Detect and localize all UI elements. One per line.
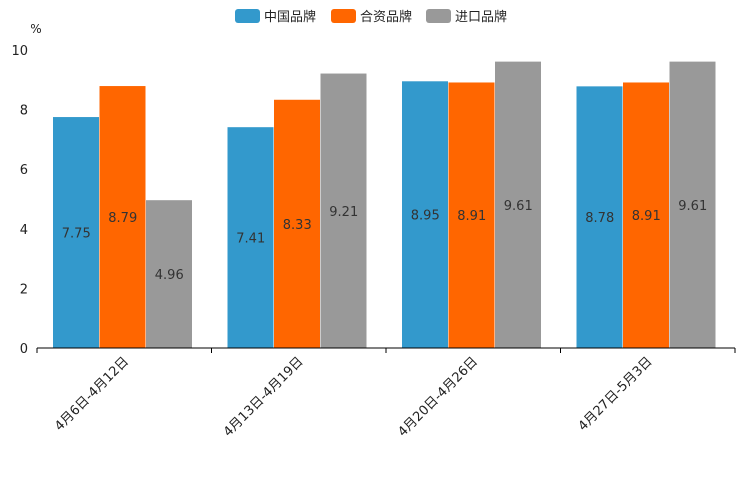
data-label-2-4: 8.91 [632, 209, 661, 224]
data-label-3-4: 9.61 [678, 199, 707, 214]
bar-3-3 [495, 61, 541, 348]
bar-3-4 [669, 61, 716, 348]
legend-swatch-2 [331, 9, 356, 23]
y-axis-unit-label: % [30, 22, 41, 36]
bar-2-4 [623, 82, 669, 349]
y-tick-label: 0 [20, 342, 28, 357]
data-label-1-2: 7.41 [236, 232, 265, 247]
bar-2-3 [448, 82, 495, 349]
x-category-label-3: 4月20日-4月26日 [395, 354, 481, 440]
x-category-label-1: 4月6日-4月12日 [52, 354, 132, 434]
bar-series: 7.75 8.79 4.96 7.41 8.33 9.21 8.95 8.91 9.61 8.78… [53, 61, 716, 349]
data-label-2-3: 8.91 [457, 209, 486, 224]
x-axis: 4月6日-4月12日 4月13日-4月19日 4月20日-4月26日 4月27日-5月… [36, 347, 736, 440]
bar-3-1 [146, 200, 192, 348]
data-label-3-1: 4.96 [155, 268, 184, 283]
legend-swatch-1 [235, 9, 260, 23]
bar-1-2 [227, 127, 274, 348]
y-tick-label: 10 [11, 44, 28, 59]
data-label-2-1: 8.79 [108, 211, 137, 226]
legend-label-2: 合资品牌 [360, 9, 412, 25]
y-tick-label: 8 [20, 104, 28, 119]
bar-3-2 [320, 73, 367, 349]
legend-label-1: 中国品牌 [264, 9, 316, 25]
bar-2-2 [274, 99, 320, 349]
data-label-1-4: 8.78 [585, 211, 614, 226]
bar-2-1 [99, 86, 146, 349]
bar-1-4 [576, 86, 623, 348]
data-label-3-3: 9.61 [504, 199, 533, 214]
legend: 中国品牌 合资品牌 进口品牌 [235, 9, 507, 25]
data-label-1-3: 8.95 [411, 209, 440, 224]
bar-1-1 [53, 117, 99, 348]
data-label-3-2: 9.21 [329, 205, 358, 220]
x-category-label-4: 4月27日-5月3日 [576, 354, 656, 434]
bar-1-3 [402, 81, 448, 348]
legend-swatch-3 [426, 9, 451, 23]
y-tick-label: 4 [20, 223, 28, 238]
y-tick-label: 2 [20, 282, 28, 297]
legend-label-3: 进口品牌 [455, 9, 507, 25]
y-tick-label: 6 [20, 163, 28, 178]
data-label-2-2: 8.33 [283, 218, 312, 233]
data-label-1-1: 7.75 [62, 227, 91, 242]
x-category-label-2: 4月13日-4月19日 [221, 354, 307, 440]
y-axis: 0 2 4 6 8 10 [11, 44, 28, 357]
